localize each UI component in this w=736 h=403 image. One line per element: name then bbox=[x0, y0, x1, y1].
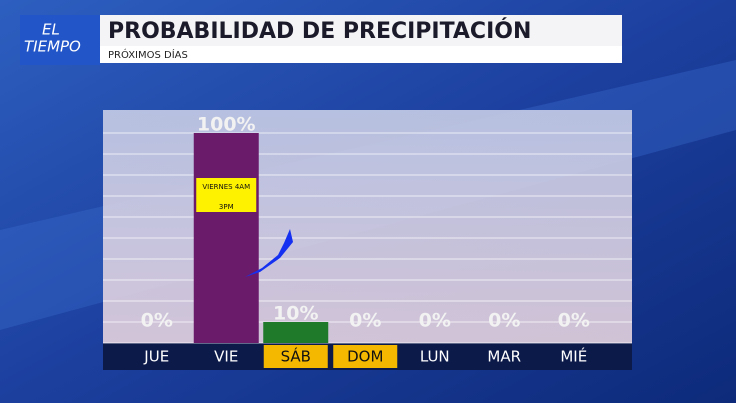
value-label: 0% bbox=[558, 310, 590, 332]
category-highlight bbox=[333, 345, 398, 368]
x-tick-label: DOM bbox=[347, 348, 383, 366]
x-tick-label: SÁB bbox=[281, 347, 311, 366]
category-highlight bbox=[263, 345, 328, 368]
value-label: 0% bbox=[488, 310, 520, 332]
annotation: 3PM bbox=[219, 203, 234, 211]
chart: 0% JUE 100% VIE 10% SÁB 0% DOM 0% LUN 0% MAR 0% MIÉ VI… bbox=[103, 114, 632, 368]
subtitle-bar bbox=[100, 46, 622, 63]
title: PROBABILIDAD DE PRECIPITACIÓN bbox=[108, 18, 531, 44]
x-tick-label: MAR bbox=[487, 348, 521, 366]
plot-area bbox=[103, 110, 632, 343]
annotation: VIERNES 4AM bbox=[202, 183, 250, 191]
x-tick-label: LUN bbox=[420, 348, 450, 366]
x-tick-label: VIE bbox=[214, 348, 238, 366]
value-label: 0% bbox=[349, 310, 381, 332]
logo-text: TIEMPO bbox=[24, 38, 81, 56]
value-label: 100% bbox=[197, 114, 256, 136]
bar bbox=[263, 322, 329, 343]
title-bar bbox=[100, 15, 622, 46]
scribble bbox=[245, 229, 293, 277]
bar bbox=[193, 133, 259, 343]
logo-box bbox=[20, 15, 100, 65]
x-tick-label: MIÉ bbox=[560, 347, 587, 366]
annotation-box bbox=[196, 178, 257, 212]
value-label: 0% bbox=[141, 310, 173, 332]
subtitle: PRÓXIMOS DÍAS bbox=[108, 48, 188, 61]
value-label: 10% bbox=[273, 303, 318, 325]
value-label: 0% bbox=[419, 310, 451, 332]
x-tick-label: JUE bbox=[143, 348, 169, 366]
logo-text: EL bbox=[42, 21, 60, 39]
